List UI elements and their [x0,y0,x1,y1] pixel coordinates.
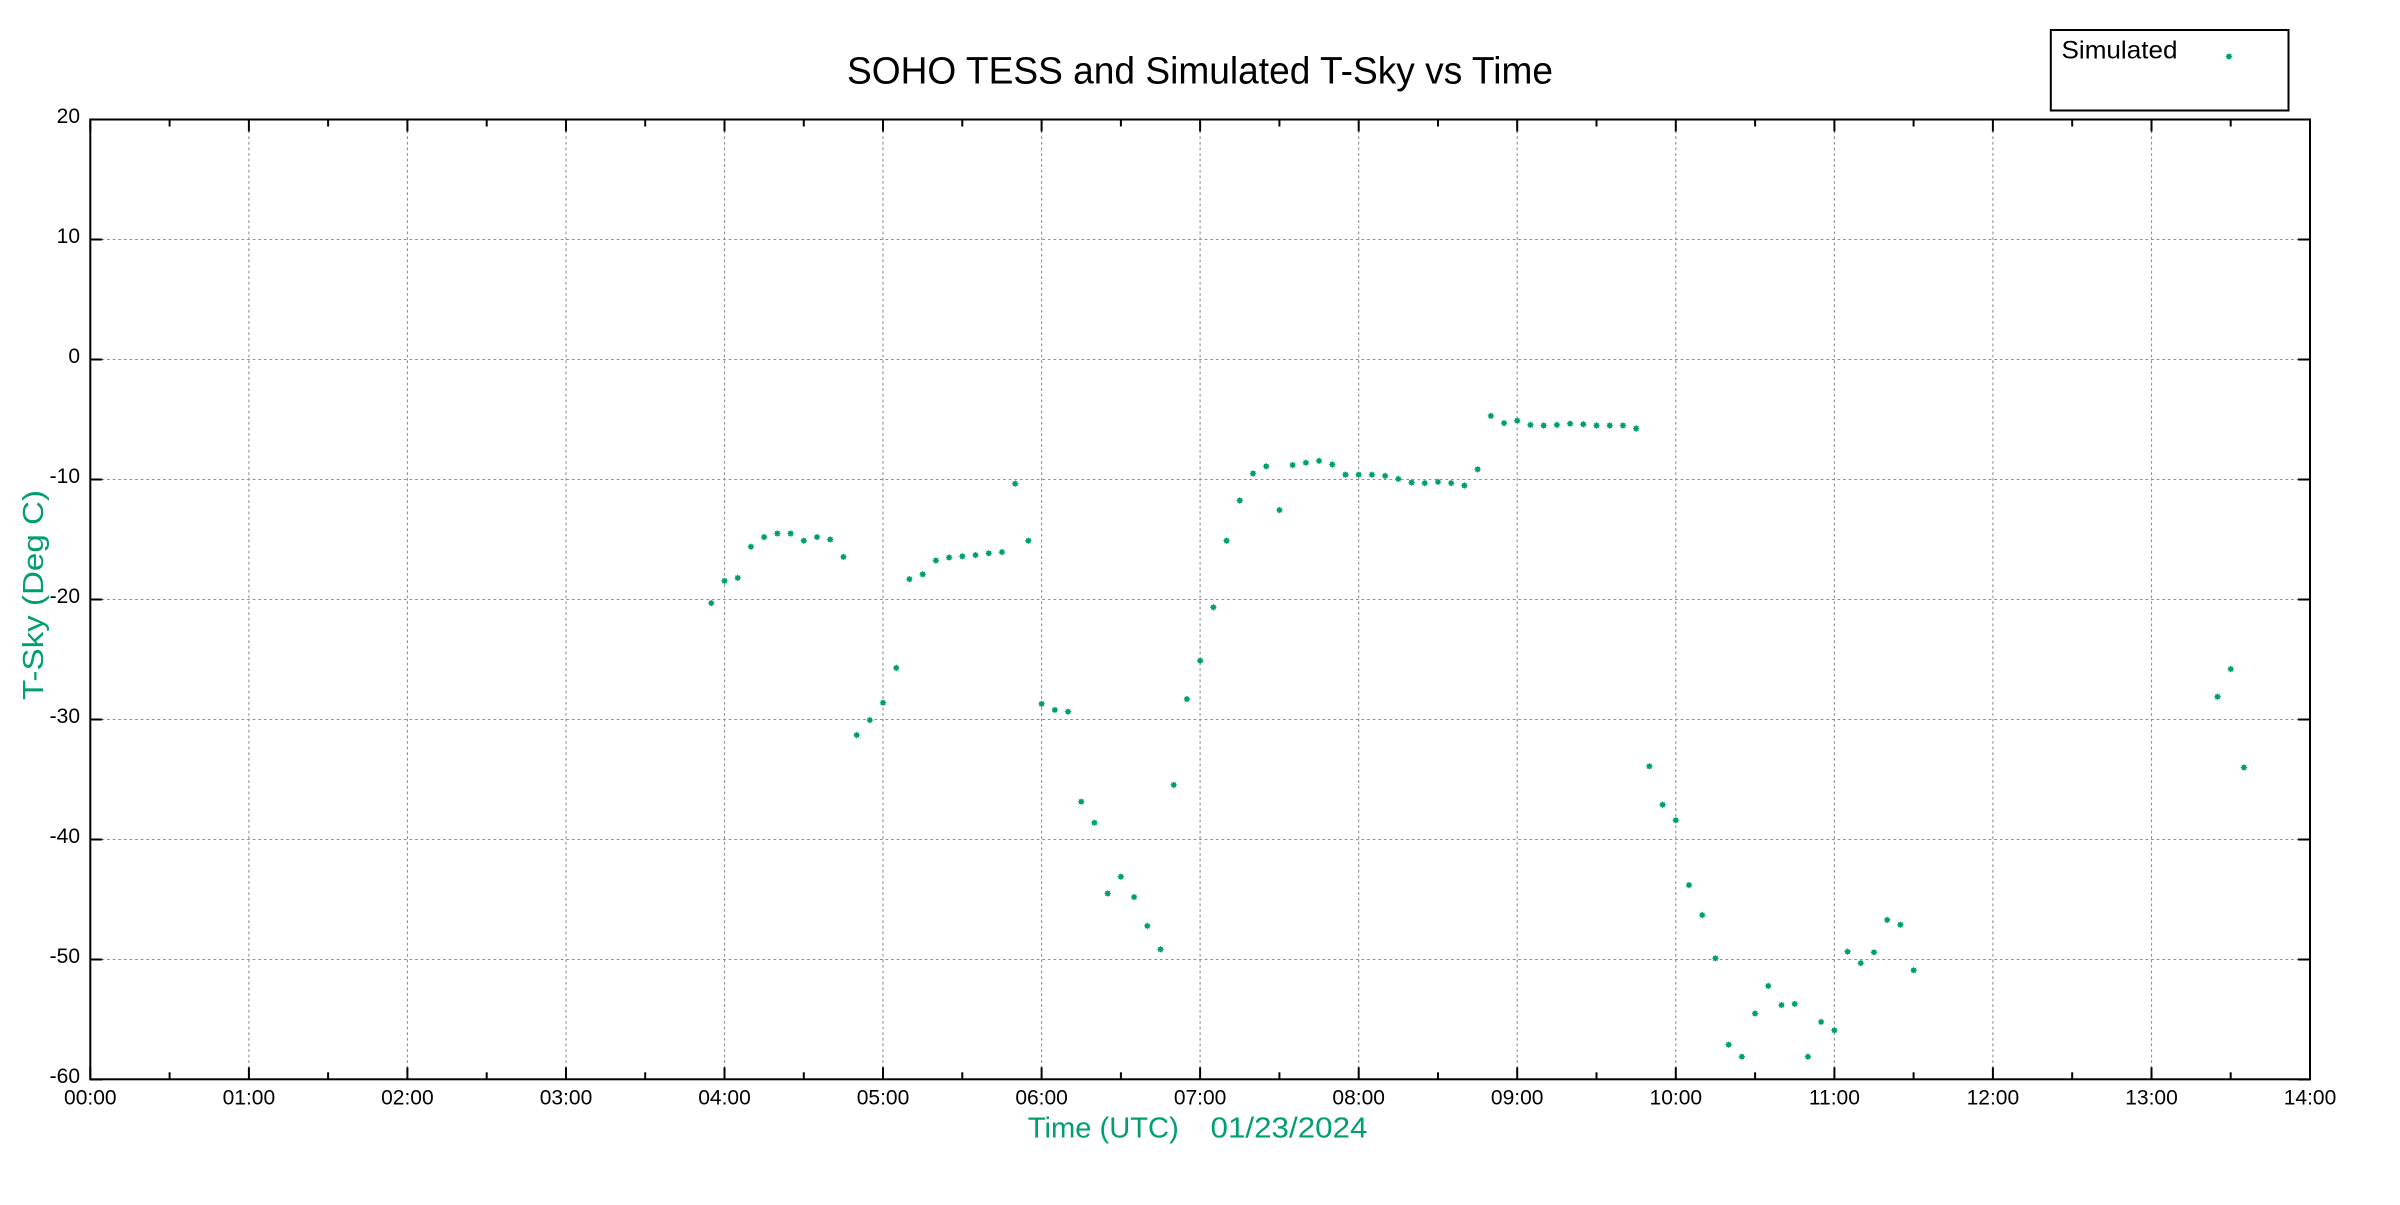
svg-text:-30: -30 [50,705,80,728]
svg-text:10:00: 10:00 [1650,1087,1703,1110]
svg-text:12:00: 12:00 [1967,1087,2020,1110]
svg-text:02:00: 02:00 [381,1087,434,1110]
svg-text:T-Sky (Deg C): T-Sky (Deg C) [18,490,50,700]
svg-text:13:00: 13:00 [2125,1087,2178,1110]
svg-text:20: 20 [57,105,80,128]
svg-text:11:00: 11:00 [1809,1087,1860,1110]
svg-text:03:00: 03:00 [540,1087,593,1110]
svg-text:-40: -40 [50,825,80,848]
svg-text:09:00: 09:00 [1491,1087,1544,1110]
svg-text:-10: -10 [50,465,80,488]
svg-text:Simulated: Simulated [2062,37,2178,65]
svg-text:10: 10 [57,225,80,248]
svg-text:-50: -50 [50,945,80,968]
svg-text:-60: -60 [50,1065,80,1088]
svg-text:07:00: 07:00 [1174,1087,1227,1110]
svg-text:-20: -20 [50,585,80,608]
svg-text:05:00: 05:00 [857,1087,910,1110]
svg-text:08:00: 08:00 [1332,1087,1385,1110]
svg-text:00:00: 00:00 [64,1087,117,1110]
svg-text:01/23/2024: 01/23/2024 [1211,1113,1368,1145]
svg-text:04:00: 04:00 [698,1087,751,1110]
svg-text:Time (UTC): Time (UTC) [1028,1113,1179,1145]
svg-text:SOHO TESS and Simulated T-Sky: SOHO TESS and Simulated T-Sky vs Time [847,50,1553,92]
svg-text:01:00: 01:00 [223,1087,276,1110]
svg-text:0: 0 [68,345,80,368]
svg-text:14:00: 14:00 [2284,1087,2337,1110]
svg-text:06:00: 06:00 [1015,1087,1068,1110]
